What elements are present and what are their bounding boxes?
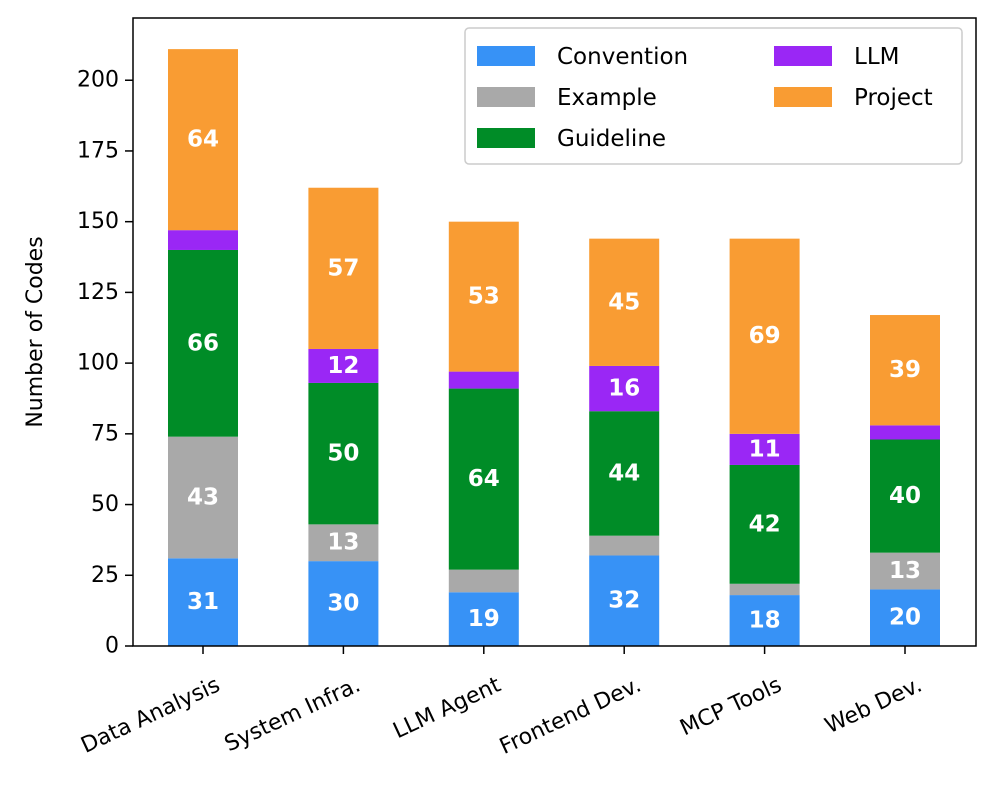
data-label: 44 [608, 460, 640, 486]
data-label: 43 [187, 484, 219, 510]
bar-project-frontend-dev [589, 238, 660, 366]
bar-guideline-llm-agent [448, 388, 519, 570]
y-tick-label: 75 [91, 421, 119, 446]
y-tick-label: 25 [91, 563, 119, 588]
bar-convention-mcp-tools [729, 595, 800, 646]
data-label: 69 [749, 323, 781, 349]
data-label: 16 [608, 376, 640, 402]
bar-project-system-infra [308, 187, 379, 349]
y-tick-label: 50 [91, 492, 119, 517]
data-label: 30 [327, 591, 359, 617]
bar-llm-llm-agent [448, 371, 519, 389]
bar-guideline-frontend-dev [589, 411, 660, 536]
data-label: 20 [889, 605, 921, 631]
bar-llm-frontend-dev [589, 365, 660, 412]
data-label: 42 [749, 511, 781, 537]
data-label: 31 [187, 589, 219, 615]
bar-convention-frontend-dev [589, 555, 660, 646]
data-label: 40 [889, 483, 921, 509]
y-axis-title: Number of Codes [23, 236, 48, 427]
bar-llm-data-analysis [168, 230, 238, 250]
data-label: 19 [468, 606, 500, 632]
y-axis: 0 25 50 75 100 125 150 175 200 [77, 68, 133, 659]
legend-swatch-convention [477, 46, 535, 66]
bar-convention-system-infra [308, 561, 379, 646]
bar-convention-web-dev [870, 589, 940, 646]
data-label: 13 [327, 530, 359, 556]
bar-example-frontend-dev [589, 535, 660, 556]
data-label: 18 [749, 608, 781, 634]
bar-project-llm-agent [448, 221, 519, 372]
data-labels-layer: 31 43 66 64 30 13 50 12 57 19 64 53 32 44 16 45 18 42 11 69… [187, 127, 921, 634]
bar-example-llm-agent [448, 569, 519, 593]
bar-project-data-analysis [168, 49, 238, 231]
bar-convention-data-analysis [168, 558, 238, 646]
data-label: 57 [327, 255, 359, 281]
data-label: 13 [889, 558, 921, 584]
legend-label-project: Project [854, 85, 933, 111]
bar-llm-mcp-tools [729, 433, 800, 465]
legend-swatch-llm [774, 46, 832, 66]
y-tick-label: 175 [77, 138, 119, 163]
legend-label-llm: LLM [854, 44, 899, 70]
bar-guideline-web-dev [870, 439, 940, 553]
data-label: 50 [327, 441, 359, 467]
legend-swatch-example [477, 87, 535, 107]
bar-example-web-dev [870, 552, 940, 590]
data-label: 11 [749, 436, 781, 462]
bar-convention-llm-agent [448, 592, 519, 646]
plot-frame [132, 17, 977, 647]
legend: Convention Example Guideline LLM Project [464, 27, 963, 165]
bars-layer [168, 49, 940, 646]
data-label: 12 [327, 353, 359, 379]
bar-example-system-infra [308, 524, 379, 562]
bar-example-mcp-tools [729, 583, 800, 596]
y-tick-label: 200 [77, 68, 119, 93]
bar-llm-system-infra [308, 348, 379, 383]
bar-llm-web-dev [870, 425, 940, 440]
bar-project-web-dev [870, 315, 940, 426]
bar-project-mcp-tools [729, 238, 800, 434]
data-label: 39 [889, 357, 921, 383]
legend-swatch-guideline [477, 128, 535, 148]
data-label: 64 [468, 466, 500, 492]
bar-guideline-mcp-tools [729, 464, 800, 584]
legend-frame [464, 27, 963, 165]
legend-label-convention: Convention [557, 44, 688, 70]
y-tick-label: 150 [77, 209, 119, 234]
legend-label-guideline: Guideline [557, 126, 666, 152]
bar-example-data-analysis [168, 436, 238, 559]
data-label: 64 [187, 127, 219, 153]
y-tick-label: 0 [105, 634, 119, 659]
bar-guideline-system-infra [308, 382, 379, 525]
data-label: 32 [608, 588, 640, 614]
bar-guideline-data-analysis [168, 249, 238, 437]
data-label: 45 [608, 289, 640, 315]
data-label: 66 [187, 330, 219, 356]
legend-label-example: Example [557, 85, 657, 111]
y-tick-label: 125 [77, 280, 119, 305]
data-label: 53 [468, 284, 500, 310]
legend-swatch-project [774, 87, 832, 107]
y-tick-label: 100 [77, 351, 119, 376]
